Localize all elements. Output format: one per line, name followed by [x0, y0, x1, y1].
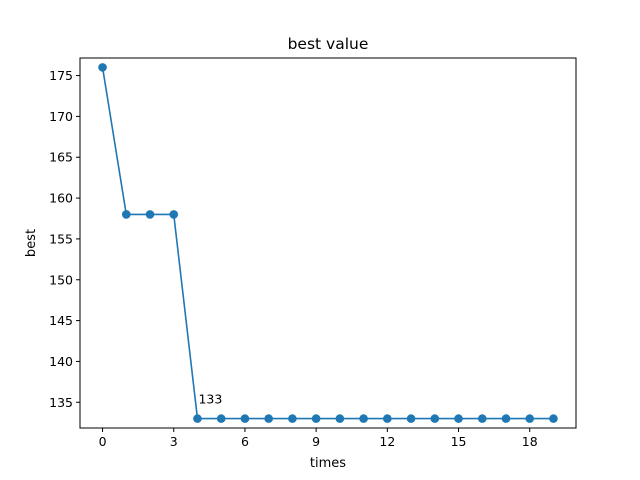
data-point	[288, 414, 297, 423]
x-tick-label: 9	[312, 434, 320, 449]
x-tick-label: 0	[99, 434, 107, 449]
x-tick-label: 12	[379, 434, 395, 449]
x-tick-label: 15	[451, 434, 467, 449]
data-annotation: 133	[198, 392, 222, 407]
data-point	[430, 414, 440, 423]
chart-title: best value	[288, 35, 369, 53]
y-axis-label: best	[24, 229, 39, 257]
data-point	[454, 414, 463, 423]
data-point	[406, 414, 416, 423]
y-tick-label: 170	[49, 109, 73, 124]
data-point	[335, 414, 345, 423]
data-point	[501, 414, 511, 423]
data-point	[240, 414, 250, 423]
data-point	[477, 414, 487, 423]
data-point	[525, 414, 535, 423]
y-tick-label: 165	[49, 150, 73, 165]
x-tick-label: 18	[522, 434, 538, 449]
data-point	[264, 414, 273, 423]
data-point	[98, 63, 107, 72]
x-tick-label: 3	[170, 434, 178, 449]
y-tick-label: 150	[49, 272, 73, 287]
data-point	[383, 414, 392, 423]
data-point	[549, 414, 558, 423]
x-axis-label: times	[310, 456, 346, 471]
y-tick-label: 175	[49, 68, 73, 83]
data-point	[169, 210, 179, 219]
x-tick-label: 6	[241, 434, 249, 449]
data-point	[311, 414, 321, 423]
data-point	[145, 210, 155, 219]
plot-area: 133	[98, 63, 558, 423]
data-point	[359, 414, 368, 423]
data-point	[216, 414, 226, 423]
y-tick-label: 145	[49, 313, 73, 328]
y-tick-label: 160	[49, 191, 73, 206]
y-tick-label: 155	[49, 231, 73, 246]
x-axis: 0 3 6 9 12 15 18	[99, 428, 538, 449]
y-tick-label: 140	[49, 354, 73, 369]
plot-frame	[79, 57, 577, 429]
y-axis: 135 140 145 150 155 160 165 170 175	[49, 68, 80, 410]
y-tick-label: 135	[49, 395, 73, 410]
data-point	[193, 414, 202, 423]
data-point	[121, 210, 131, 219]
